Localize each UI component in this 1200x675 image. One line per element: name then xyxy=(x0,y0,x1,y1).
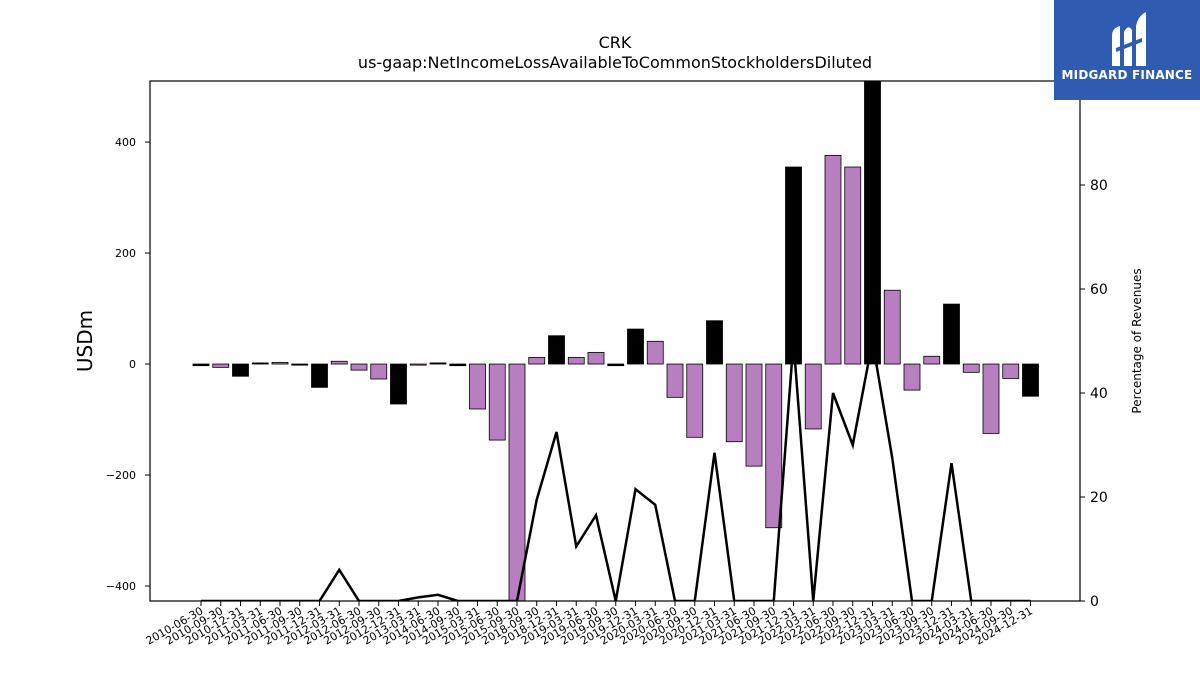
bar-2019-03-31 xyxy=(567,356,585,365)
bar-2019-06-30 xyxy=(587,351,605,365)
bar-2022-12-31 xyxy=(864,81,881,365)
bar-2020-09-30 xyxy=(686,363,704,438)
bar-2021-12-31 xyxy=(785,166,802,365)
right-tick-label: 40 xyxy=(1090,386,1108,402)
line-layer xyxy=(201,340,1031,601)
left-axis-ticks: −400 −200 0 200 400 xyxy=(106,136,150,593)
left-tick-label: 400 xyxy=(115,136,136,149)
bar-2024-12-31 xyxy=(1022,363,1039,397)
bar-2022-06-30 xyxy=(824,154,842,365)
bar-2011-12-31 xyxy=(311,363,328,388)
brand-logo: MIDGARD FINANCE xyxy=(1054,0,1200,100)
bar-2022-03-31 xyxy=(804,363,822,430)
bar-2011-03-31 xyxy=(251,362,269,365)
bar-2021-06-30 xyxy=(745,363,763,467)
bar-2015-09-30 xyxy=(508,363,526,601)
bars-layer xyxy=(192,81,1039,601)
bar-2020-03-31 xyxy=(646,340,664,365)
left-tick-label: −200 xyxy=(106,469,136,482)
x-axis-ticks: 2010-06-302010-09-302010-12-312011-03-31… xyxy=(144,601,1035,648)
bar-2023-09-30 xyxy=(923,355,941,365)
bar-2015-06-30 xyxy=(488,363,506,441)
bar-2023-06-30 xyxy=(903,363,921,391)
bar-2014-09-30 xyxy=(449,363,467,367)
bar-2012-06-30 xyxy=(350,363,368,371)
right-tick-label: 0 xyxy=(1090,594,1099,610)
brand-name: MIDGARD FINANCE xyxy=(1061,68,1193,82)
bar-2024-03-31 xyxy=(962,363,980,373)
bar-2010-09-30 xyxy=(212,363,230,368)
left-tick-label: −400 xyxy=(106,580,136,593)
right-tick-label: 60 xyxy=(1090,282,1108,298)
bar-2020-12-31 xyxy=(706,320,723,365)
bar-2018-12-31 xyxy=(548,335,565,365)
bar-2012-03-31 xyxy=(330,360,348,365)
right-tick-label: 20 xyxy=(1090,490,1108,506)
bar-2021-03-31 xyxy=(725,363,743,443)
line-percent-of-revenues xyxy=(201,340,1031,601)
left-axis-label: USDm xyxy=(73,310,97,372)
bar-2013-03-31 xyxy=(409,363,427,366)
bar-2022-09-30 xyxy=(844,166,862,365)
bar-2014-06-30 xyxy=(429,362,447,365)
bar-2012-12-31 xyxy=(390,363,407,405)
bar-2011-09-30 xyxy=(291,363,309,366)
left-tick-label: 200 xyxy=(115,247,136,260)
bar-2023-12-31 xyxy=(943,303,960,365)
right-axis-ticks: 0 20 40 60 80 xyxy=(1080,178,1108,610)
bar-2010-12-31 xyxy=(232,363,249,377)
right-axis-label: Percentage of Revenues xyxy=(1130,268,1144,413)
bar-2010-06-30 xyxy=(192,363,210,367)
right-tick-label: 80 xyxy=(1090,178,1108,194)
chart-subtitle: us-gaap:NetIncomeLossAvailableToCommonSt… xyxy=(358,53,872,72)
bar-2024-06-30 xyxy=(982,363,1000,434)
midgard-logo-icon xyxy=(1112,12,1146,66)
bar-2023-03-31 xyxy=(883,289,901,365)
bar-2019-09-30 xyxy=(607,363,625,367)
bar-2024-09-30 xyxy=(1002,363,1020,379)
chart-title: CRK xyxy=(599,33,632,52)
bar-2011-06-30 xyxy=(271,361,289,365)
plot-frame xyxy=(149,80,1081,602)
bar-2021-09-30 xyxy=(765,363,783,529)
left-tick-label: 0 xyxy=(129,358,136,371)
bar-2019-12-31 xyxy=(627,328,644,365)
bar-2012-09-30 xyxy=(370,363,388,380)
bar-2018-09-30 xyxy=(528,356,546,365)
bar-2015-03-31 xyxy=(469,363,486,410)
bar-2020-06-30 xyxy=(666,363,684,398)
